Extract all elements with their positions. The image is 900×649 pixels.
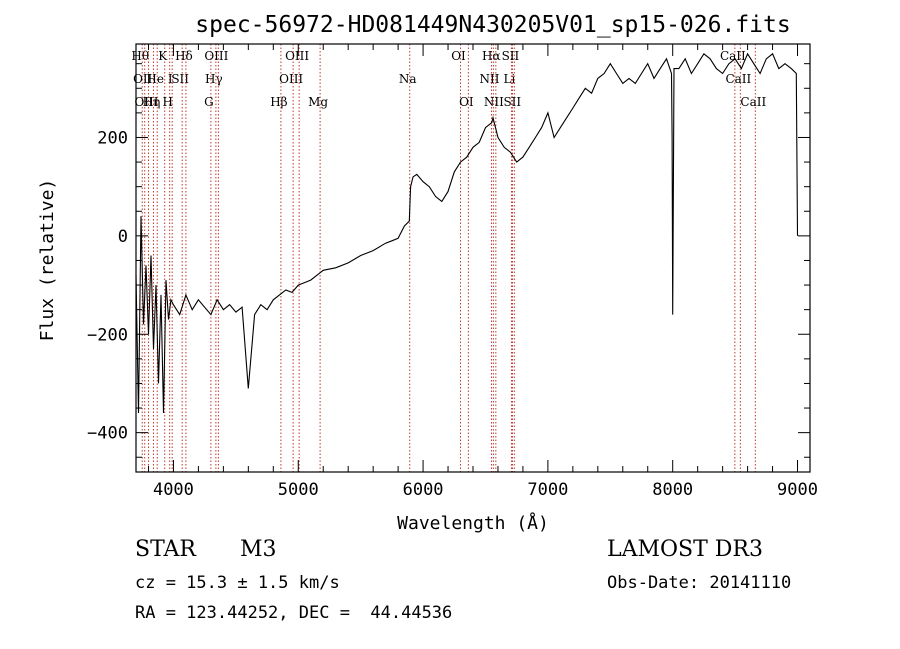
line-label-11: Hγ: [205, 72, 223, 86]
line-label-1: OII: [133, 72, 153, 86]
object-class: STAR: [135, 537, 196, 562]
ra-dec-readout: RA = 123.44252, DEC = 44.44536: [135, 603, 453, 623]
y-tick-label-2: 0: [118, 227, 128, 247]
y-axis-label: Flux (relative): [37, 179, 58, 342]
y-tick-label-1: −200: [87, 325, 128, 345]
x-tick-label-4: 8000: [652, 480, 693, 500]
line-label-19: OI: [459, 95, 474, 109]
x-axis-label: Wavelength (Å): [397, 512, 549, 534]
line-label-21: Hα: [482, 49, 501, 63]
line-label-2: OIII: [134, 95, 158, 109]
line-label-17: Na: [399, 72, 417, 86]
line-label-24: SII: [502, 49, 520, 63]
line-label-16: Mg: [308, 95, 328, 109]
x-tick-label-3: 7000: [527, 480, 568, 500]
obs-date: Obs-Date: 20141110: [607, 573, 792, 593]
line-label-27: CaII: [725, 72, 751, 86]
line-label-18: OI: [451, 49, 466, 63]
spectrum-line: [135, 52, 799, 414]
x-tick-label-1: 5000: [278, 480, 319, 500]
line-label-15: OIII: [285, 49, 309, 63]
redshift-readout: cz = 15.3 ± 1.5 km/s: [135, 573, 340, 593]
line-label-6: H: [162, 95, 172, 109]
line-label-3: Hη: [143, 95, 161, 109]
object-subclass: M3: [240, 537, 277, 562]
line-label-5: K: [158, 49, 168, 63]
chart-title: spec-56972-HD081449N430205V01_sp15-026.f…: [195, 12, 790, 38]
line-label-9: Hδ: [175, 49, 193, 63]
line-label-25: SII: [503, 95, 521, 109]
x-tick-label-2: 6000: [403, 480, 444, 500]
line-label-26: CaII: [720, 49, 746, 63]
survey-label: LAMOST DR3: [607, 537, 763, 562]
y-tick-label-0: −400: [87, 424, 128, 444]
line-label-8: SII: [171, 72, 189, 86]
line-label-20: NII: [479, 72, 499, 86]
x-tick-label-0: 4000: [153, 480, 194, 500]
line-label-28: CaII: [740, 95, 766, 109]
line-label-7: I: [168, 72, 173, 86]
line-label-12: OIII: [204, 49, 228, 63]
x-tick-label-5: 9000: [777, 480, 818, 500]
line-label-13: Hβ: [270, 95, 287, 109]
line-label-22: NII: [484, 95, 504, 109]
line-label-10: G: [204, 95, 214, 109]
line-label-0: Hθ: [131, 49, 149, 63]
y-tick-label-3: 200: [97, 128, 128, 148]
line-label-23: Li: [504, 72, 516, 86]
line-label-4: He: [146, 72, 164, 86]
line-label-14: OIII: [279, 72, 303, 86]
